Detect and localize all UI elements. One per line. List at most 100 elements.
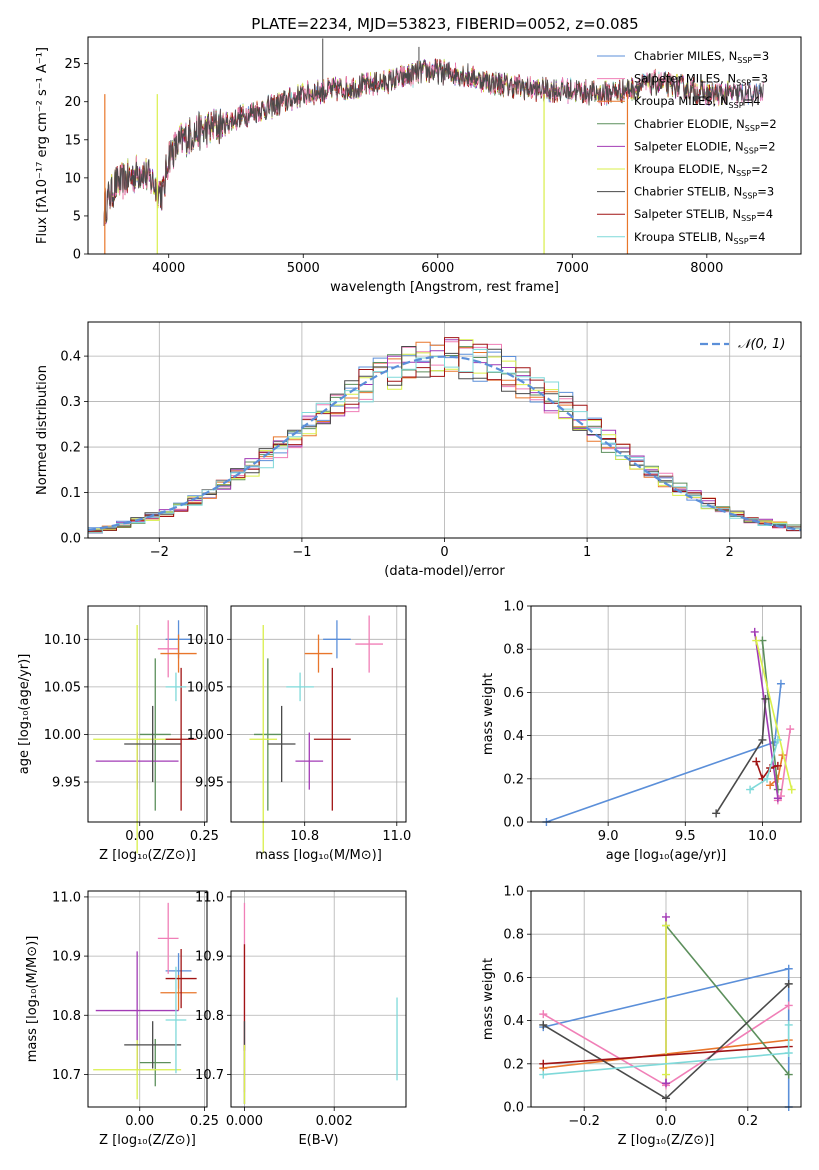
weight-marker [763,774,772,783]
grid [231,891,406,1107]
y-tick-label: 10.05 [44,680,81,695]
x-tick-label: 6000 [421,261,454,276]
weight-marker [752,636,761,645]
legend-label-main: Salpeter STELIB, N [634,207,741,221]
legend-label-sub: SSP [737,56,752,65]
y-axis-label: mass weight [481,958,496,1040]
legend-label-sub: SSP [736,169,751,178]
x-tick-label: 0 [440,545,448,560]
x-axis-label: Z [log₁₀(Z/Z⊙)] [99,848,196,863]
plot-area [103,38,764,254]
legend-label-tail: =3 [751,72,768,86]
legend-label-tail: =2 [751,162,768,176]
y-tick-label: 10.05 [187,680,224,695]
y-axis-label: Normed distribution [35,365,50,495]
y-tick-label: 11.0 [52,890,81,905]
y-tick-label: 10.9 [52,950,81,965]
x-tick-label: 9.5 [675,829,696,844]
y-tick-label: 10.8 [195,1009,224,1024]
y-tick-label: 10.8 [52,1009,81,1024]
weight-marker [766,781,775,790]
axes-frame [530,890,802,1108]
y-tick-label: 0.1 [60,486,81,501]
x-axis-label: mass [log₁₀(M/M⊙)] [255,848,382,863]
histogram-series [87,348,801,538]
panel-residuals: −2 −1 0 1 2 0.0 0.1 0.2 0.3 0.4 (data-model)/error… [35,321,802,579]
x-tick-label: −1 [292,545,311,560]
legend-label: Chabrier MILES, NSSP=3 [634,49,769,65]
legend-label: 𝒩(0, 1) [738,337,785,352]
weight-marker [758,735,767,744]
plot-area [93,902,197,1100]
weight-marker [539,1070,548,1079]
weight-marker [752,757,761,766]
legend-label-sub: SSP [742,192,757,201]
weight-marker [784,1049,793,1057]
weight-marker [784,964,793,973]
legend-label-tail: =3 [752,49,769,63]
y-tick-label: 0 [73,248,81,263]
panel-mass-vs-ebv: 0.000 0.002 10.7 10.8 10.9 11.0 E(B-V) [195,890,407,1148]
weight-marker [773,761,782,770]
y-tick-label: 0.2 [60,441,81,456]
y-tick-label: 0.8 [503,928,524,943]
legend-label-main: Chabrier MILES, N [634,49,737,63]
weight-series-line [755,761,779,781]
axes-frame [230,890,407,1108]
panel-weight-vs-age: 9.0 9.5 10.0 0.0 0.2 0.4 0.6 0.8 1.0 age [log₁₀(a… [481,600,802,863]
y-tick-label: 9.95 [195,776,224,791]
weight-marker [712,809,721,818]
weight-marker [786,725,795,734]
weight-marker [539,1020,548,1029]
y-tick-label: 11.0 [195,890,224,905]
plot-area [87,337,802,538]
x-tick-label: 10.8 [290,829,319,844]
y-tick-label: 5 [73,209,81,224]
legend-label-main: Kroupa ELODIE, N [634,162,736,176]
spectrum-series-line [103,59,764,226]
x-axis-label: age [log₁₀(age/yr)] [606,848,727,863]
y-tick-label: 10 [64,171,81,186]
x-axis-label: Z [log₁₀(Z/Z⊙)] [618,1133,715,1148]
x-tick-label: 0.0 [656,1114,677,1129]
legend-label: Chabrier ELODIE, NSSP=2 [634,117,777,133]
weight-marker [784,1001,793,1010]
x-tick-label: 10.0 [748,829,777,844]
legend-label-tail: =3 [757,185,774,199]
weight-marker [662,921,670,930]
x-tick-label: 1 [583,545,591,560]
y-tick-label: 1.0 [503,885,524,900]
x-axis-label: (data-model)/error [384,564,505,579]
weight-marker [662,912,670,921]
weight-marker [539,1059,548,1068]
x-tick-label: 0.000 [226,1114,263,1129]
legend-label: Salpeter STELIB, NSSP=4 [634,207,773,223]
y-tick-label: 10.10 [44,633,81,648]
weight-marker [776,679,785,688]
x-tick-label: 8000 [690,261,723,276]
legend-label-main: Chabrier STELIB, N [634,185,742,199]
plot-area [249,615,383,854]
x-tick-label: 4000 [152,261,185,276]
y-tick-label: 10.7 [52,1068,81,1083]
y-tick-label: 0.4 [503,729,524,744]
y-tick-label: 20 [64,95,81,110]
y-tick-label: 1.0 [503,600,524,615]
panel-mass-vs-Z: 0.00 0.25 10.7 10.8 10.9 11.0 Z [log₁₀(Z/Z⊙)] m… [25,890,219,1148]
weight-marker [787,785,796,794]
panel-age-vs-mass: 10.8 11.0 9.95 10.00 10.05 10.10 mass [log₁₀(M… [187,605,411,863]
figure-title: PLATE=2234, MJD=53823, FIBERID=0052, z=0… [251,15,638,33]
weight-series-line [761,640,779,790]
legend-label-sub: SSP [744,146,759,155]
x-axis-label: wavelength [Angstrom, rest frame] [330,280,559,295]
legend-label-sub: SSP [734,237,749,246]
y-tick-label: 0.8 [503,643,524,658]
y-tick-label: 0.4 [503,1014,524,1029]
legend-label-main: Kroupa MILES, N [634,94,729,108]
x-tick-label: 7000 [556,261,589,276]
axes-frame [87,605,208,823]
legend-label-sub: SSP [741,214,756,223]
panel-weight-vs-Z: −0.2 0.0 0.2 0.0 0.2 0.4 0.6 0.8 1.0 Z [log₁₀(Z/Z… [481,885,802,1148]
y-tick-label: 10.00 [187,728,224,743]
